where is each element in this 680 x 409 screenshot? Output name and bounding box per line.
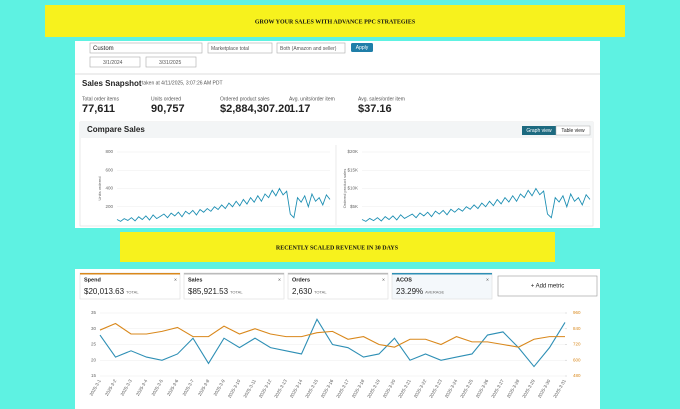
y-tick-label: 800 <box>105 149 113 154</box>
start-date-label: 3/1/2024 <box>103 60 123 66</box>
metric-value: $2,884,307.20 <box>220 103 290 115</box>
metric-card-accent <box>392 273 492 275</box>
y-axis-title: Ordered product sales <box>342 169 347 209</box>
metric-label: Avg. units/order item <box>289 96 335 102</box>
metric-card <box>391 272 493 300</box>
banner-title: GROW YOUR SALES WITH ADVANCE PPC STRATEG… <box>255 19 416 25</box>
y2-tick-label: 480 <box>573 373 581 378</box>
marketplace-label: Marketplace total <box>211 46 249 52</box>
y-axis-title: Units ordered <box>97 176 102 200</box>
compare-header <box>80 122 593 138</box>
y-tick-label: 15 <box>91 373 97 378</box>
y-tick-label: 400 <box>105 186 113 191</box>
metric-card-value: $85,921.53 <box>188 287 229 296</box>
apply-button[interactable] <box>351 43 373 52</box>
add-metric-button[interactable] <box>497 275 598 297</box>
series-line <box>99 318 566 368</box>
metric-card-accent <box>80 273 180 275</box>
banner-subtitle: RECENTLY SCALED REVENUE IN 30 DAYS <box>276 245 399 251</box>
graph-view-button[interactable] <box>522 126 556 135</box>
snapshot-time: taken at 4/11/2025, 3:07:26 AM PDT <box>142 80 223 86</box>
y-tick-label: $10K <box>347 186 358 191</box>
add-metric-label: + Add metric <box>531 284 565 290</box>
metric-label: Units ordered <box>151 96 181 102</box>
series-line <box>361 187 591 222</box>
metric-value: 90,757 <box>151 103 185 115</box>
metric-value: 1.17 <box>289 103 310 115</box>
metric-value: 77,611 <box>82 103 115 115</box>
metric-card-label: Orders <box>292 277 310 283</box>
series-line <box>99 322 565 348</box>
metric-card-note: AVERAGE <box>425 290 444 295</box>
metric-card-value: 23.29% <box>396 287 423 296</box>
metric-card-label: Sales <box>188 277 202 283</box>
y-tick-label: 200 <box>105 204 113 209</box>
metric-label: Avg. sales/order item <box>358 96 405 102</box>
metric-card-value: 2,630 <box>292 287 313 296</box>
end-date-label: 3/31/2025 <box>159 60 181 66</box>
channel-label: Both (Amazon and seller) <box>280 46 337 52</box>
compare-title: Compare Sales <box>87 125 145 134</box>
metric-card-accent <box>288 273 388 275</box>
metric-card <box>79 272 181 300</box>
y2-tick-label: 960 <box>573 310 581 315</box>
metric-card-close: × <box>382 277 385 283</box>
metric-card-note: TOTAL <box>314 290 327 295</box>
compare-panel <box>79 121 594 227</box>
y-tick-label: 600 <box>105 167 113 172</box>
metric-card-note: TOTAL <box>126 290 139 295</box>
y-tick-label: $5K <box>350 204 358 209</box>
series-line <box>116 187 331 222</box>
end-date[interactable] <box>145 56 197 68</box>
metric-card-close: × <box>486 277 489 283</box>
graph-view-label: Graph view <box>526 128 552 134</box>
snapshot-title: Sales Snapshot <box>82 79 142 88</box>
metric-card-label: ACOS <box>396 277 412 283</box>
start-date[interactable] <box>89 56 141 68</box>
banner-box <box>120 232 555 262</box>
metric-card-value: $20,013.63 <box>84 287 125 296</box>
channel-select[interactable] <box>276 42 346 54</box>
metric-card-close: × <box>174 277 177 283</box>
table-view-label: Table view <box>561 128 585 134</box>
y2-tick-label: 600 <box>573 357 581 362</box>
metric-card <box>183 272 285 300</box>
y-tick-label: 20 <box>91 357 97 362</box>
range-label: Custom <box>93 46 114 52</box>
apply-label: Apply <box>356 45 369 51</box>
banner-box <box>45 5 625 37</box>
y-tick-label: $15K <box>347 167 358 172</box>
metric-card-accent <box>184 273 284 275</box>
metric-value: $37.16 <box>358 103 392 115</box>
y-tick-label: 25 <box>91 342 97 347</box>
range-select[interactable] <box>89 42 203 54</box>
metric-card-note: TOTAL <box>230 290 243 295</box>
marketplace-select[interactable] <box>207 42 273 54</box>
metric-label: Total order items <box>82 96 119 102</box>
y2-tick-label: 840 <box>573 326 581 331</box>
metric-card-label: Spend <box>84 277 101 283</box>
y-tick-label: 30 <box>91 326 97 331</box>
table-view-button[interactable] <box>555 125 591 136</box>
y-tick-label: 35 <box>91 310 97 315</box>
metric-card-close: × <box>278 277 281 283</box>
y2-tick-label: 720 <box>573 342 581 347</box>
y-tick-label: $20K <box>347 149 358 154</box>
metric-label: Ordered product sales <box>220 96 270 102</box>
